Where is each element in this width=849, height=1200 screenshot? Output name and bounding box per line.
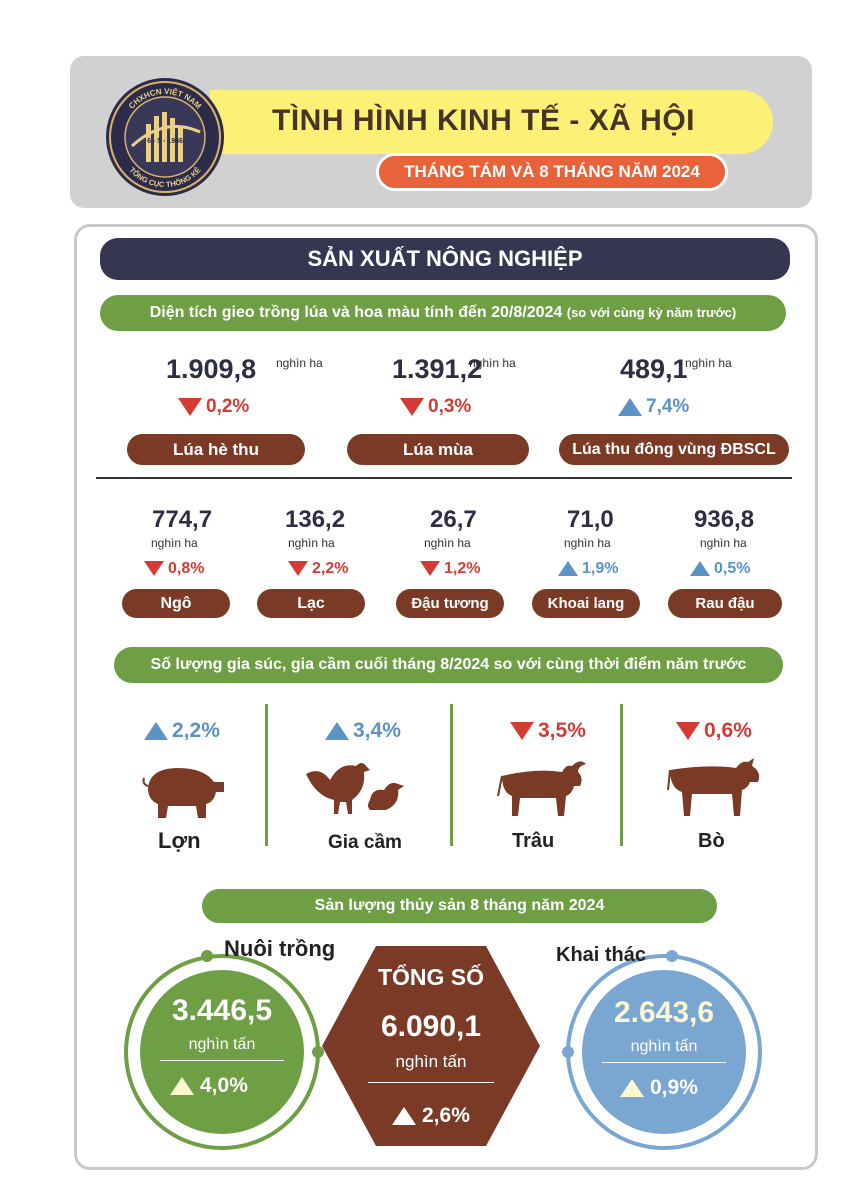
up-arrow-icon (618, 397, 642, 416)
up-arrow-icon (170, 1077, 194, 1096)
rice-value-3: 489,1 (620, 354, 688, 384)
crop-unit-4: nghìn ha (564, 536, 611, 550)
down-arrow-icon (178, 397, 202, 416)
total-unit: nghìn tấn (395, 1052, 467, 1071)
capture-change: 0,9% (620, 1076, 698, 1100)
livestock-change-cow: 0,6% (676, 719, 752, 743)
rice-label-3: Lúa thu đông vùng ĐBSCL (559, 434, 789, 465)
livestock-divider-1 (265, 704, 268, 846)
down-arrow-icon (400, 397, 424, 416)
crop-label-1: Ngô (122, 589, 230, 618)
capture-label: Khai thác (556, 944, 647, 966)
livestock-change-pig: 2,2% (144, 719, 220, 743)
crop-label-5: Rau đậu (668, 589, 782, 618)
capture-ring (562, 950, 762, 1150)
aquaculture-change: 4,0% (170, 1074, 248, 1098)
capture-value: 2.643,6 (613, 996, 715, 1029)
rice-value-2: 1.391,2 (392, 354, 483, 384)
crop-unit-2: nghìn ha (288, 536, 335, 550)
down-arrow-icon (144, 561, 164, 577)
crop-unit-3: nghìn ha (424, 536, 471, 550)
rice-change-2: 0,3% (400, 396, 471, 418)
capture-separator (602, 1062, 726, 1063)
crop-change-3: 1,2% (420, 560, 480, 578)
rice-label-2: Lúa mùa (347, 434, 529, 465)
crop-unit-1: nghìn ha (151, 536, 198, 550)
aquaculture-separator (160, 1060, 284, 1061)
capture-unit: nghìn tấn (630, 1038, 698, 1055)
down-arrow-icon (420, 561, 440, 577)
crop-unit-5: nghìn ha (700, 536, 747, 550)
up-arrow-icon (392, 1107, 416, 1126)
crop-label-4: Khoai lang (532, 589, 640, 618)
rice-unit-3: nghìn ha (685, 356, 732, 370)
total-value: 6.090,1 (380, 1010, 482, 1043)
pig-icon (142, 768, 224, 818)
livestock-heading: Số lượng gia súc, gia cầm cuối tháng 8/2… (114, 647, 783, 683)
crop-value-5: 936,8 (694, 506, 755, 533)
crop-value-3: 26,7 (430, 506, 477, 533)
gso-logo: CHXHCN VIỆT NAM TỔNG CỤC THỐNG KÊ 6 - 5 … (106, 78, 224, 196)
cow-icon (667, 758, 760, 816)
aquaculture-value: 3.446,5 (171, 994, 273, 1027)
down-arrow-icon (676, 722, 700, 741)
livestock-name-pig: Lợn (158, 828, 201, 853)
rice-label-1: Lúa hè thu (127, 434, 305, 465)
rice-unit-1: nghìn ha (276, 356, 323, 370)
up-arrow-icon (558, 561, 578, 577)
crop-value-2: 136,2 (285, 506, 346, 533)
section-title: SẢN XUẤT NÔNG NGHIỆP (100, 238, 790, 280)
total-separator (368, 1082, 494, 1083)
livestock-change-poultry: 3,4% (325, 719, 401, 743)
livestock-name-cow: Bò (698, 830, 725, 852)
fishery-heading: Sản lượng thủy sản 8 tháng năm 2024 (202, 889, 717, 923)
sown-area-heading: Diện tích gieo trồng lúa và hoa màu tính… (100, 295, 786, 331)
rice-change-3: 7,4% (618, 396, 689, 418)
total-hexagon (322, 946, 540, 1146)
crop-label-3: Đậu tương (396, 589, 504, 618)
title-bar (210, 90, 773, 154)
aquaculture-label: Nuôi trồng (224, 936, 336, 961)
livestock-name-buffalo: Trâu (512, 830, 555, 852)
up-arrow-icon (325, 722, 349, 741)
down-arrow-icon (288, 561, 308, 577)
total-change: 2,6% (392, 1104, 470, 1128)
poultry-icon (306, 763, 404, 814)
aquaculture-unit: nghìn tấn (188, 1036, 256, 1053)
up-arrow-icon (690, 561, 710, 577)
rice-unit-2: nghìn ha (469, 356, 516, 370)
up-arrow-icon (144, 722, 168, 741)
logo-date-text: 6 - 5 - 1946 (147, 138, 183, 145)
rice-value-1: 1.909,8 (166, 354, 257, 384)
crop-change-2: 2,2% (288, 560, 348, 578)
crop-value-4: 71,0 (567, 506, 614, 533)
page-subtitle: THÁNG TÁM VÀ 8 THÁNG NĂM 2024 (376, 153, 728, 191)
crop-label-2: Lạc (257, 589, 365, 618)
aquaculture-ring (124, 950, 324, 1150)
crop-value-1: 774,7 (152, 506, 213, 533)
livestock-divider-2 (450, 704, 453, 846)
livestock-divider-3 (620, 704, 623, 846)
up-arrow-icon (620, 1079, 644, 1098)
crop-change-5: 0,5% (690, 560, 750, 578)
rice-change-1: 0,2% (178, 396, 249, 418)
total-label: TỔNG SỐ (377, 964, 485, 990)
rice-crop-divider (96, 477, 792, 479)
livestock-change-buffalo: 3,5% (510, 719, 586, 743)
crop-change-1: 0,8% (144, 560, 204, 578)
down-arrow-icon (510, 722, 534, 741)
buffalo-icon (497, 761, 586, 816)
page-title: TÌNH HÌNH KINH TẾ - XÃ HỘI (272, 104, 695, 137)
crop-change-4: 1,9% (558, 560, 618, 578)
livestock-name-poultry: Gia cầm (328, 832, 402, 853)
